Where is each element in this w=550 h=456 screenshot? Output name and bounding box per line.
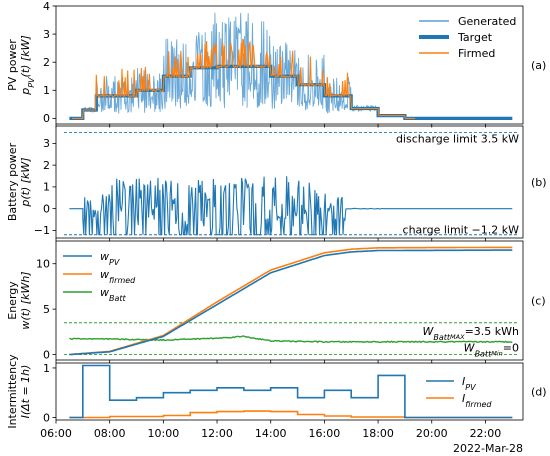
panel-c-ytick-label: 0: [43, 348, 50, 361]
legend-label-w-batt: wBatt: [100, 286, 127, 303]
panel-d-ytick-label: 0: [43, 411, 50, 424]
x-date-label: 2022-Mar-28: [453, 442, 523, 455]
xtick-label: 10:00: [148, 427, 180, 440]
legend-label-w-pv: wPV: [100, 250, 120, 267]
xtick-label: 16:00: [309, 427, 341, 440]
panel-c-tag: (c): [531, 295, 546, 308]
panel-c-ylabel-line: Energy: [6, 281, 19, 320]
xtick-label: 08:00: [94, 427, 126, 440]
panel-a-frame: [55, 5, 524, 125]
panel-a-ytick-label: 2: [43, 56, 50, 69]
panel-a-ylabel-line: pPV(t) [kW]: [19, 35, 36, 96]
legend-label-firmed: Firmed: [458, 47, 495, 60]
legend-label-w-firmed: wfirmed: [100, 268, 136, 285]
panel-b-tag: (b): [531, 176, 547, 189]
legend-label-target: Target: [457, 31, 493, 44]
panel-a-ytick-label: 1: [43, 84, 50, 97]
panel-b-ytick-label: −1: [34, 224, 50, 237]
panel-b-ylabel: p(t) [kW]: [19, 157, 32, 207]
xtick-label: 20:00: [416, 427, 448, 440]
firmed-line: [72, 38, 416, 119]
panel-a-tag: (a): [531, 59, 546, 72]
discharge-limit-label: discharge limit 3.5 kW: [396, 133, 519, 146]
panel-a-legend: Generated Target Firmed: [419, 15, 516, 60]
panel-a-ylabel: PV power: [6, 39, 19, 91]
panel-a-ylabel: pPV(t) [kW]: [19, 35, 36, 96]
panel-b-ytick-label: 3: [43, 137, 50, 150]
legend-label-i-firmed: Ifirmed: [462, 392, 492, 409]
panel-a-ytick-label: 3: [43, 28, 50, 41]
panel-a-ytick-label: 0: [43, 112, 50, 125]
wbatt-line: [69, 335, 513, 344]
xtick-label: 22:00: [470, 427, 502, 440]
panel-d-ytick-label: 1: [43, 362, 50, 375]
legend-label-generated: Generated: [458, 15, 516, 28]
ipv-line: [69, 364, 513, 419]
panel-c-ylabel: Energy: [6, 281, 19, 320]
xtick-label: 18:00: [362, 427, 394, 440]
panel-b-frame: [55, 125, 524, 239]
panel-b-ylabel: Battery power: [6, 142, 19, 221]
charge-limit-label: charge limit −1.2 kW: [403, 224, 520, 237]
panel-d-ylabel-line: I(Δt = 1h): [19, 365, 32, 419]
battery-power-line: [69, 176, 513, 236]
panel-c-ytick-label: 10: [36, 258, 50, 271]
legend-label-i-pv: IPV: [462, 375, 476, 392]
panel-d-ylabel-line: Intermittency: [6, 354, 19, 429]
panel-b-ylabel-line: Battery power: [6, 142, 19, 221]
ifirmed-line: [69, 410, 513, 419]
panel-c-frame: [55, 240, 524, 361]
panel-c-ylabel: w(t) [kWh]: [19, 271, 32, 329]
panel-b-ytick-label: 2: [43, 159, 50, 172]
panel-b-ytick-label: 1: [43, 181, 50, 194]
panel-a-ylabel-line: PV power: [6, 39, 19, 91]
wbatt-min-label: WBattMin=0: [464, 342, 519, 359]
panel-b-ylabel-line: p(t) [kW]: [19, 157, 32, 207]
xtick-label: 12:00: [201, 427, 233, 440]
panel-a-ytick-label: 4: [43, 0, 50, 13]
wbatt-max-label: WBattMAX=3.5 kWh: [422, 325, 519, 342]
xtick-label: 06:00: [40, 427, 72, 440]
xtick-label: 14:00: [255, 427, 287, 440]
panel-d-tag: (d): [531, 386, 547, 399]
panel-c-ylabel-line: w(t) [kWh]: [19, 271, 32, 329]
panel-d-frame: [55, 362, 524, 421]
panel-c-ytick-label: 5: [43, 303, 50, 316]
wpv-line: [69, 249, 513, 356]
panel-d-ylabel: Intermittency: [6, 354, 19, 429]
panel-b-ytick-label: 0: [43, 202, 50, 215]
panel-d-ylabel: I(Δt = 1h): [19, 365, 32, 419]
